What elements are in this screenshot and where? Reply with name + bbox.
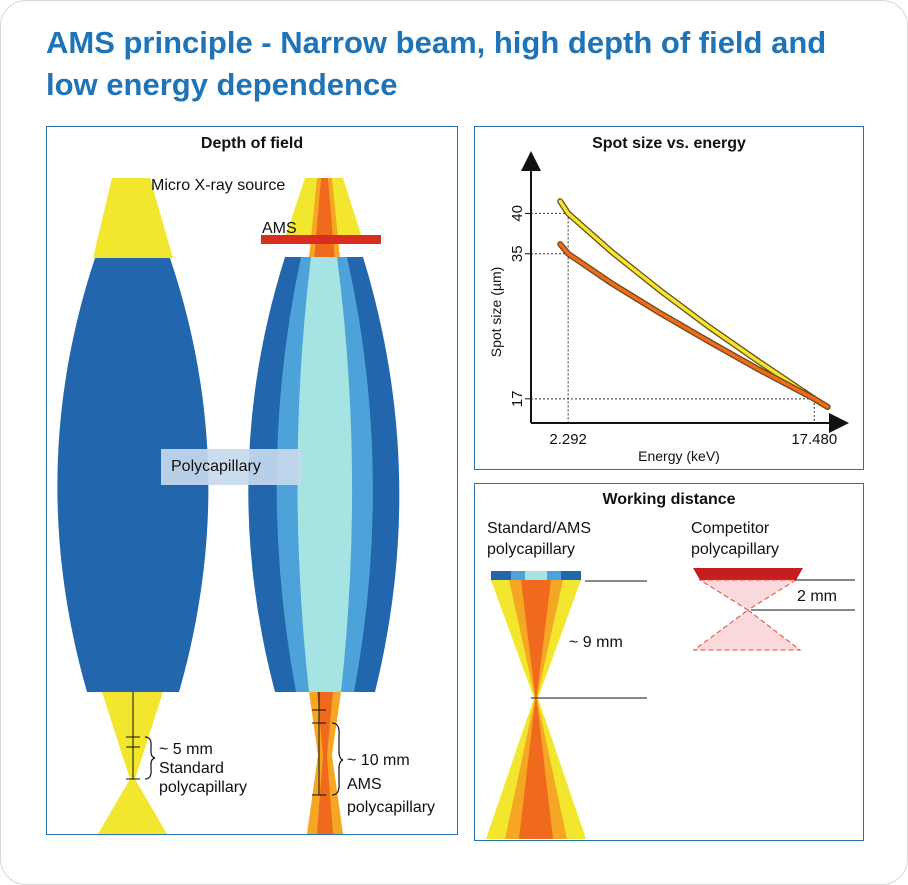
standard-type-label-2: polycapillary	[159, 779, 248, 796]
page-title: AMS principle - Narrow beam, high depth …	[46, 25, 827, 102]
series-line-1	[558, 242, 830, 409]
y-tick-label: 35	[509, 245, 526, 262]
standard-depth-brace	[144, 736, 156, 780]
competitor-label-2: polycapillary	[691, 541, 780, 558]
spot-size-chart: 2.292 17.480 40 35 17 Energy (keV) Spot siz…	[488, 151, 849, 464]
depth-of-field-diagram	[57, 178, 400, 834]
standard-capillary-body	[57, 258, 209, 692]
ams-label: AMS	[262, 220, 297, 237]
ams-type-label-2: polycapillary	[347, 799, 436, 816]
competitor-capillary-end	[693, 568, 803, 580]
competitor-focus-beam	[698, 579, 798, 611]
standard-ams-label-2: polycapillary	[487, 541, 576, 558]
standard-diverging-cone	[98, 779, 167, 834]
ams-bar	[261, 235, 381, 244]
standard-ams-label-1: Standard/AMS	[487, 520, 592, 537]
ams-type-label-1: AMS	[347, 776, 382, 793]
series-line-0	[558, 199, 830, 409]
competitor-label-1: Competitor	[691, 520, 770, 537]
competitor-distance-label: 2 mm	[797, 588, 837, 605]
standard-depth-label: ~ 5 mm	[159, 741, 213, 758]
y-tick-label: 40	[509, 205, 526, 222]
standard-source-beam	[93, 178, 173, 258]
spot-size-heading: Spot size vs. energy	[592, 135, 746, 152]
series-outline-0	[557, 198, 831, 410]
depth-of-field-panel: Depth of field Micro X-ray source AM	[46, 126, 458, 835]
ams-capillary-core	[297, 257, 353, 692]
working-distance-panel: Working distance Standard/AMS polycapill…	[474, 483, 864, 841]
ams-depth-label: ~ 10 mm	[347, 752, 410, 769]
working-distance-diagram	[486, 568, 855, 839]
series-outline-1	[557, 241, 831, 410]
competitor-diverge-beam	[692, 609, 802, 651]
ams-depth-brace	[331, 722, 344, 796]
polycapillary-label: Polycapillary	[171, 458, 261, 475]
spot-size-panel: Spot size vs. energy 2.292 17.480 40 35 17 …	[474, 126, 864, 470]
working-distance-heading: Working distance	[602, 491, 736, 508]
source-label: Micro X-ray source	[151, 177, 286, 194]
x-axis-label: Energy (keV)	[638, 448, 720, 464]
standard-type-label-1: Standard	[159, 760, 224, 777]
x-tick-label: 2.292	[549, 431, 587, 448]
standard-distance-label: ~ 9 mm	[569, 634, 623, 651]
depth-of-field-heading: Depth of field	[200, 135, 304, 152]
y-axis-label: Spot size (µm)	[488, 267, 504, 358]
y-tick-label: 17	[509, 390, 526, 407]
x-tick-label: 17.480	[791, 431, 837, 448]
polycapillary-label-box	[161, 449, 301, 485]
